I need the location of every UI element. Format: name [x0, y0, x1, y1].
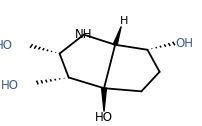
Text: NH: NH	[75, 27, 93, 41]
Text: HO: HO	[0, 39, 13, 52]
Text: H: H	[120, 16, 128, 26]
Text: HO: HO	[95, 111, 113, 124]
Text: OH: OH	[176, 37, 194, 50]
Polygon shape	[113, 26, 121, 45]
Polygon shape	[102, 88, 106, 112]
Text: HO: HO	[1, 78, 19, 92]
